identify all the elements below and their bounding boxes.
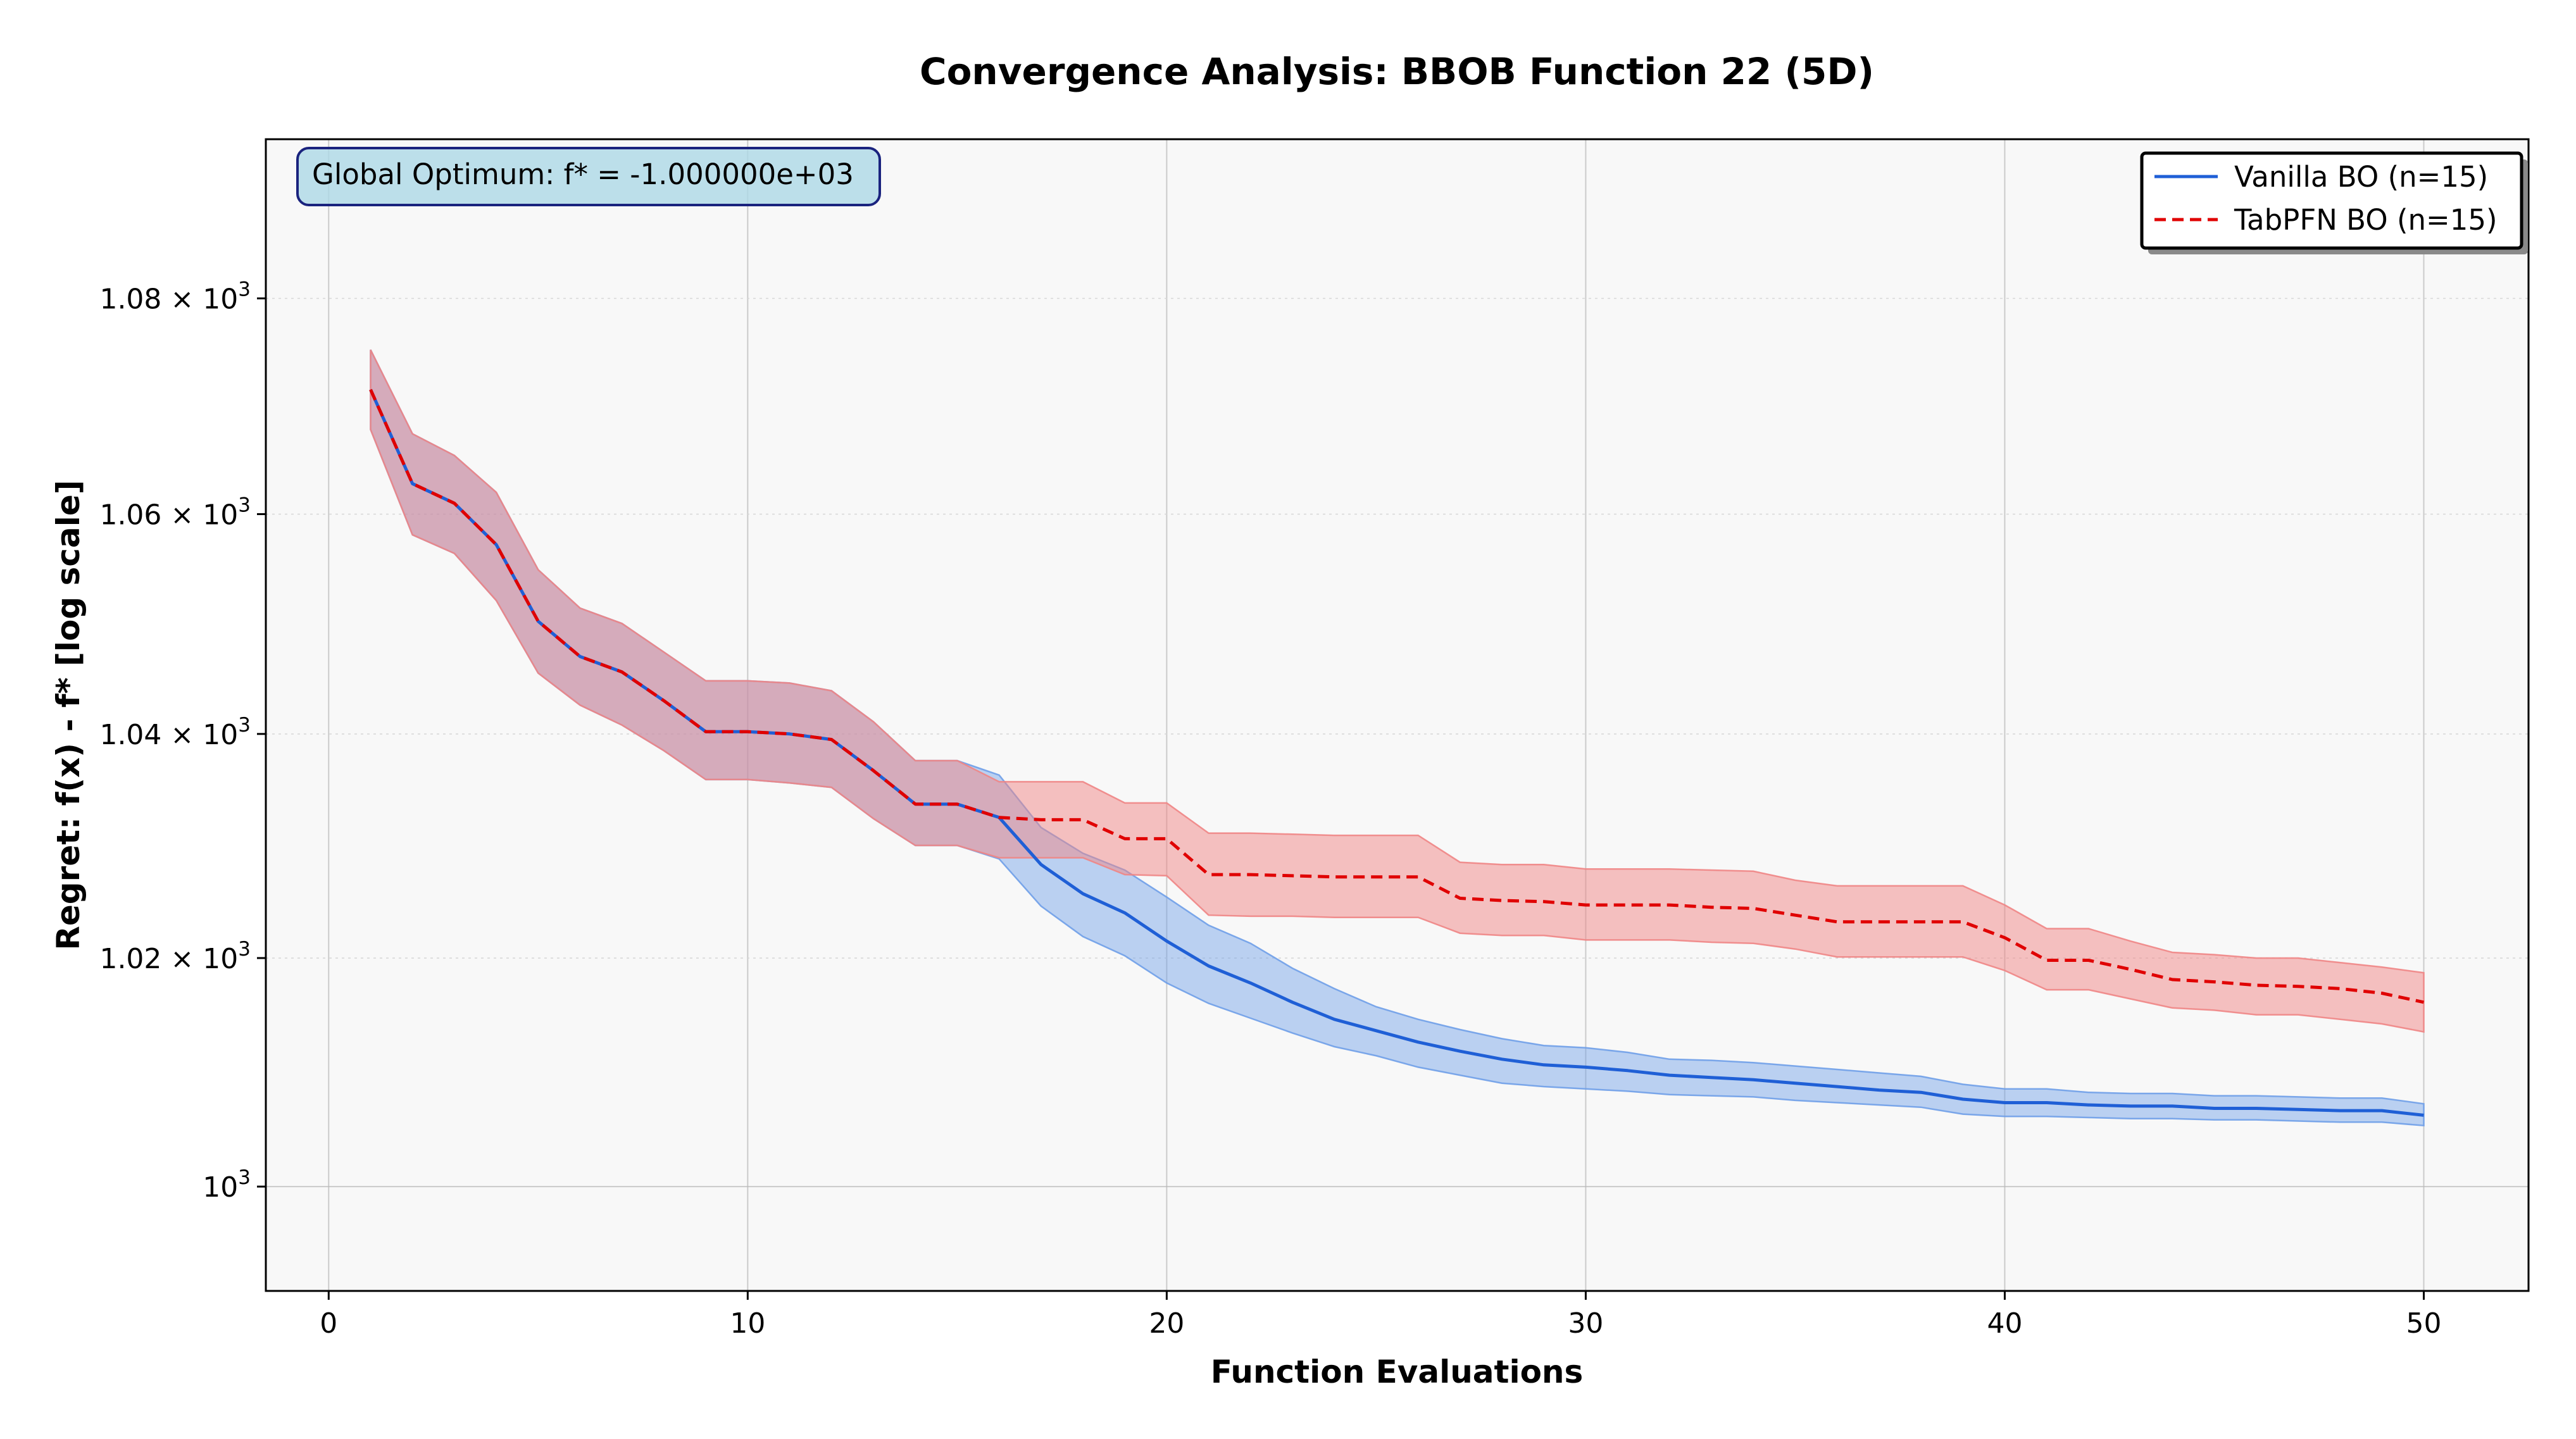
annotation-box — [296, 147, 881, 206]
x-tick-label: 50 — [2406, 1307, 2441, 1340]
x-tick-label: 0 — [320, 1307, 337, 1340]
y-tick-label: 1.04 × 103 — [99, 714, 251, 751]
x-axis-label: Function Evaluations — [1211, 1354, 1584, 1390]
confidence-band-tabpfn-bo — [370, 349, 2425, 1033]
x-tick-label: 20 — [1149, 1307, 1184, 1340]
chart-title: Convergence Analysis: BBOB Function 22 (… — [920, 50, 1874, 93]
global-optimum-annotation: Global Optimum: f* = -1.000000e+03 — [296, 147, 881, 206]
x-tick-label: 40 — [1987, 1307, 2022, 1340]
y-tick-label: 1.02 × 103 — [99, 938, 251, 975]
y-tick-label: 103 — [203, 1166, 251, 1204]
series-lines — [369, 389, 2425, 1117]
y-axis-label: Regret: f(x) - f* [log scale] — [50, 480, 87, 950]
y-tick-label: 1.06 × 103 — [99, 494, 251, 531]
x-tick-label: 30 — [1568, 1307, 1603, 1340]
legend: Vanilla BO (n=15) TabPFN BO (n=15) — [2140, 151, 2528, 254]
series-line-tabpfn-bo — [369, 389, 2425, 1004]
legend-label-vanilla-bo: Vanilla BO (n=15) — [2234, 160, 2488, 194]
legend-label-tabpfn-bo: TabPFN BO (n=15) — [2234, 203, 2498, 237]
annotation-text: Global Optimum: f* = -1.000000e+03 — [312, 158, 854, 191]
y-tick-label: 1.08 × 103 — [99, 278, 251, 316]
axis-ticks: 0 10 20 30 40 50 103 1.02 × 103 1.04 × 103 1.06 ×… — [99, 278, 2441, 1340]
x-tick-label: 10 — [730, 1307, 765, 1340]
legend-box — [2140, 151, 2523, 250]
plot-frame — [265, 138, 2530, 1292]
grid-lines — [266, 139, 2529, 1291]
confidence-bands — [370, 349, 2425, 1127]
